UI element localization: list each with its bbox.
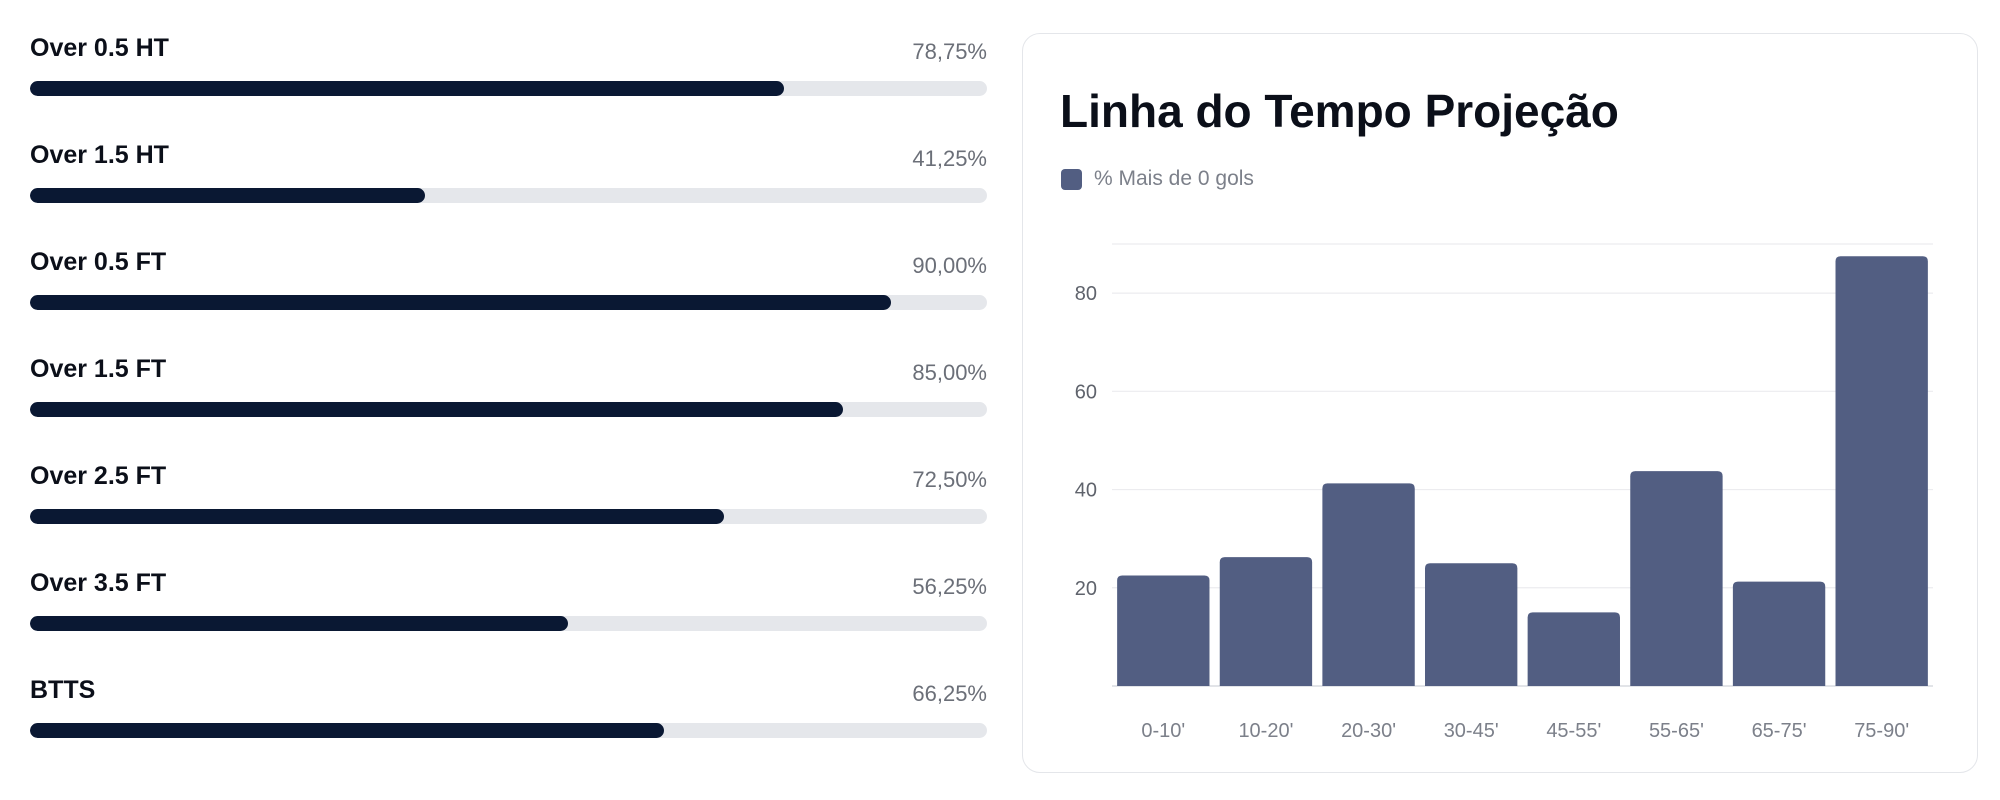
progress-fill	[30, 295, 892, 310]
chart-bar	[1527, 612, 1620, 686]
chart-title: Linha do Tempo Projeção	[1060, 85, 1619, 137]
y-tick-label: 40	[1075, 480, 1097, 502]
chart-bar	[1630, 471, 1723, 686]
stat-label: BTTS	[30, 676, 96, 704]
x-tick-label: 55-65'	[1649, 720, 1704, 742]
chart-bar	[1732, 581, 1826, 686]
progress-track	[30, 402, 987, 417]
stat-value: 90,00%	[912, 253, 987, 278]
chart-card: Linha do Tempo Projeção % Mais de 0 gols…	[1022, 33, 1978, 773]
progress-track	[30, 295, 987, 310]
progress-fill	[30, 402, 844, 417]
x-tick-label: 65-75'	[1752, 720, 1807, 742]
progress-track	[30, 509, 987, 524]
chart-bar	[1117, 575, 1210, 686]
chart-bar	[1425, 563, 1518, 686]
stat-label: Over 0.5 FT	[30, 248, 167, 276]
x-tick-label: 30-45'	[1444, 720, 1499, 742]
legend-swatch	[1061, 168, 1082, 190]
stats-panel: Over 0.5 HT 78,75% Over 1.5 HT 41,25% Over 0…	[30, 28, 987, 777]
stat-label: Over 0.5 HT	[30, 34, 169, 62]
stat-row: Over 0.5 HT 78,75%	[30, 28, 987, 135]
progress-track	[30, 188, 987, 203]
stat-row: Over 2.5 FT 72,50%	[30, 456, 987, 563]
x-tick-label: 75-90'	[1854, 720, 1909, 742]
y-tick-label: 20	[1075, 578, 1097, 600]
y-tick-label: 60	[1075, 381, 1097, 403]
y-tick-label: 80	[1075, 283, 1097, 305]
progress-fill	[30, 723, 664, 738]
x-tick-label: 45-55'	[1546, 720, 1601, 742]
stat-label: Over 2.5 FT	[30, 462, 167, 490]
x-tick-label: 10-20'	[1238, 720, 1293, 742]
progress-track	[30, 723, 987, 738]
stat-label: Over 1.5 HT	[30, 141, 169, 169]
chart-bar	[1219, 557, 1313, 686]
stat-row: BTTS 66,25%	[30, 670, 987, 777]
chart-bar	[1322, 483, 1415, 686]
stat-value: 72,50%	[912, 467, 987, 492]
x-tick-label: 20-30'	[1341, 720, 1396, 742]
stat-label: Over 1.5 FT	[30, 355, 167, 383]
stat-label: Over 3.5 FT	[30, 569, 167, 597]
x-tick-label: 0-10'	[1141, 720, 1185, 742]
stat-row: Over 3.5 FT 56,25%	[30, 563, 987, 670]
bar-chart: 20 40 60 80 0-10' 10-20' 20-30' 30-45' 45-55' 55-…	[1075, 243, 1933, 742]
progress-track	[30, 81, 987, 96]
stat-value: 66,25%	[912, 681, 987, 706]
stat-value: 78,75%	[912, 39, 987, 64]
stat-value: 41,25%	[912, 146, 987, 171]
legend-label: % Mais de 0 gols	[1094, 167, 1254, 190]
stat-value: 56,25%	[912, 574, 987, 599]
progress-fill	[30, 616, 569, 631]
chart-bar	[1835, 256, 1928, 686]
stat-row: Over 1.5 FT 85,00%	[30, 349, 987, 456]
progress-fill	[30, 509, 724, 524]
stat-value: 85,00%	[912, 360, 987, 385]
progress-fill	[30, 81, 784, 96]
progress-track	[30, 616, 987, 631]
chart-legend[interactable]: % Mais de 0 gols	[1061, 167, 1254, 191]
progress-fill	[30, 188, 425, 203]
stat-row: Over 1.5 HT 41,25%	[30, 135, 987, 242]
stat-row: Over 0.5 FT 90,00%	[30, 242, 987, 349]
